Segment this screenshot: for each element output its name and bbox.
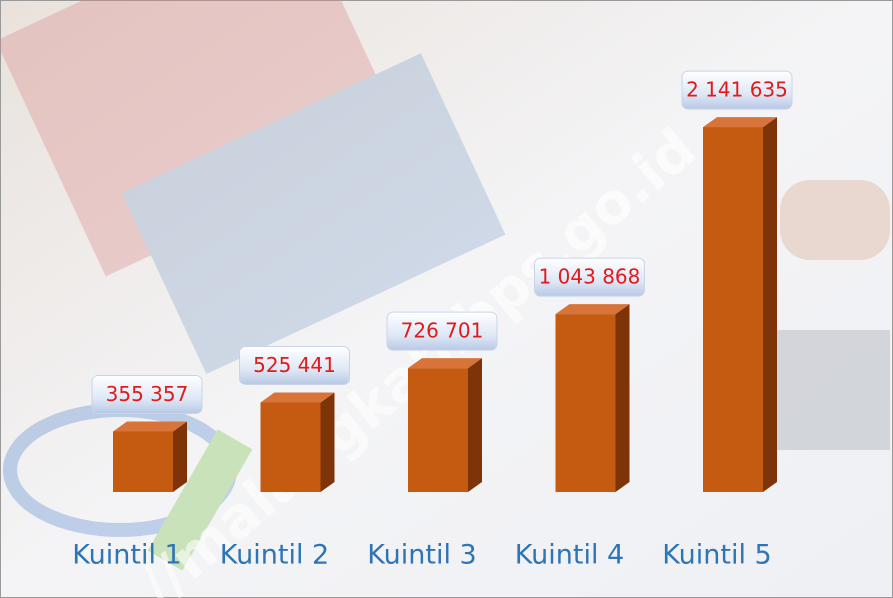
bar (703, 127, 763, 492)
bar-side (616, 304, 630, 492)
bar (261, 402, 321, 492)
value-label: 2 141 635 (686, 78, 788, 102)
x-tick-label: Kuintil 4 (515, 540, 624, 571)
value-label: 726 701 (401, 319, 484, 343)
x-tick-label: Kuintil 3 (367, 540, 476, 571)
bar (556, 314, 616, 492)
bar-side (321, 392, 335, 492)
bar-side (173, 421, 187, 492)
value-label: 1 043 868 (539, 265, 641, 289)
x-tick-label: Kuintil 2 (220, 540, 329, 571)
bar (113, 431, 173, 492)
value-label: 525 441 (253, 353, 336, 377)
x-tick-label: Kuintil 5 (662, 540, 771, 571)
x-tick-label: Kuintil 1 (72, 540, 181, 571)
value-label: 355 357 (106, 382, 189, 406)
bar (408, 368, 468, 492)
bar-side (468, 358, 482, 492)
chart: //malangkab.bps.go.id 355 357Kuintil 152… (0, 0, 893, 598)
bar-side (763, 117, 777, 492)
